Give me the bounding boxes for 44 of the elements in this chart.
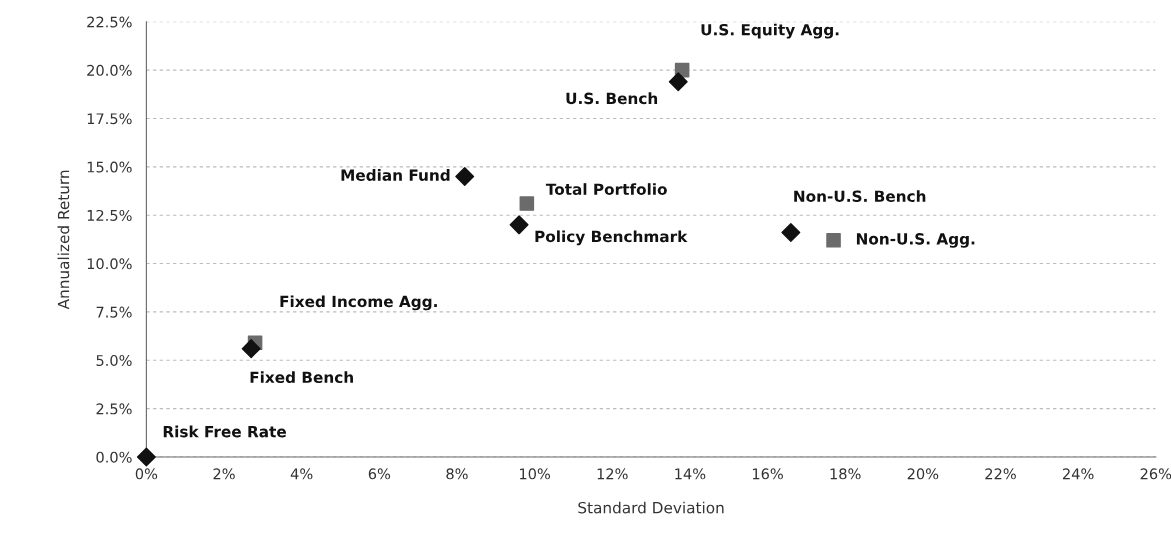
y-tick-label: 12.5% (87, 209, 132, 221)
annotation: Fixed Income Agg. (280, 295, 437, 311)
annotation: Total Portfolio (545, 183, 667, 196)
y-tick-label: 2.5% (96, 403, 132, 415)
y-tick-label: 17.5% (87, 113, 132, 125)
point (455, 167, 475, 186)
annotation: Non-U.S. Bench (794, 190, 926, 203)
point (241, 339, 261, 359)
annotation: Non-U.S. Agg. (856, 233, 975, 248)
annotation: U.S. Bench (566, 92, 658, 105)
x-tick-label: 10% (520, 468, 551, 480)
point (519, 196, 535, 211)
point (136, 447, 156, 467)
x-tick-label: 2% (213, 468, 235, 480)
annotation: Risk Free Rate (163, 425, 286, 438)
x-tick-label: 26% (1140, 468, 1171, 480)
y-tick-label: 10.0% (87, 258, 132, 270)
y-tick-label: 20.0% (87, 64, 132, 76)
annotation: Fixed Bench (250, 371, 353, 384)
y-tick-label: 22.5% (87, 16, 132, 28)
x-tick-label: 16% (752, 468, 783, 480)
x-axis-title: Standard Deviation (578, 501, 724, 514)
x-tick-label: 22% (985, 468, 1016, 480)
point (826, 233, 841, 248)
annotation: U.S. Equity Agg. (701, 23, 839, 39)
y-tick-label: 15.0% (87, 161, 132, 173)
x-tick-label: 0% (135, 468, 158, 480)
y-tick-label: 0.0% (96, 451, 132, 463)
x-tick-label: 8% (446, 468, 468, 480)
annotation: Policy Benchmark (535, 230, 688, 246)
x-tick-label: 18% (830, 468, 861, 480)
point (781, 223, 801, 243)
x-tick-label: 12% (597, 468, 628, 480)
point (509, 215, 529, 235)
x-tick-label: 14% (675, 468, 706, 480)
y-axis-title: Annualized Return (57, 170, 70, 310)
y-tick-label: 5.0% (96, 354, 132, 366)
x-tick-label: 20% (907, 468, 939, 480)
y-tick-label: 7.5% (96, 306, 132, 318)
x-tick-label: 24% (1062, 468, 1094, 480)
point (668, 72, 688, 92)
x-tick-label: 6% (368, 468, 391, 480)
x-tick-label: 4% (290, 468, 313, 480)
annotation: Median Fund (341, 169, 450, 181)
